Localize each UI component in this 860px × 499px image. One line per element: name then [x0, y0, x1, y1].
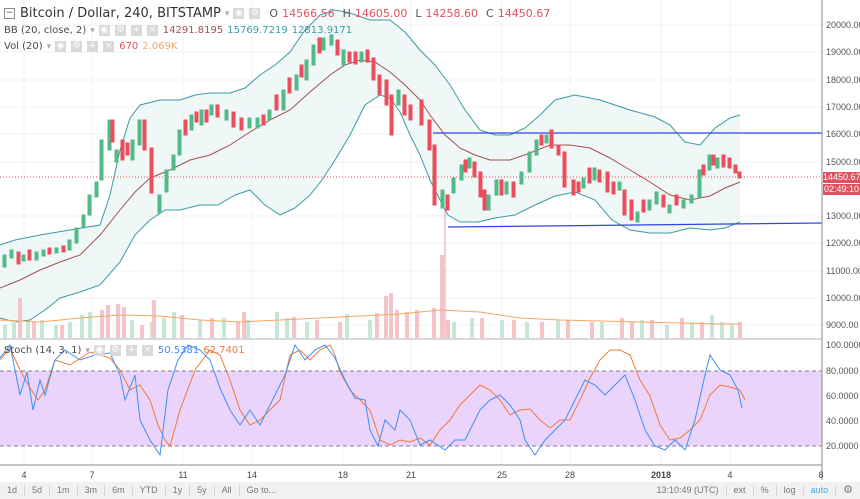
- low-value: 14258.60: [425, 7, 479, 20]
- range-all-button[interactable]: All: [215, 485, 240, 496]
- plus-icon[interactable]: +: [87, 41, 99, 52]
- gear-icon[interactable]: ⚙: [71, 41, 83, 52]
- stoch-k-line: [0, 343, 743, 457]
- close-icon[interactable]: ×: [103, 41, 115, 52]
- range-1m-button[interactable]: 1m: [50, 485, 78, 496]
- auto-toggle[interactable]: auto: [802, 485, 836, 496]
- gear-icon[interactable]: ⚙: [249, 8, 261, 19]
- range-ytd-button[interactable]: YTD: [133, 485, 166, 496]
- chevron-down-icon[interactable]: ▾: [85, 345, 90, 356]
- bb-label[interactable]: BB (20, close, 2): [4, 25, 87, 36]
- range-3m-button[interactable]: 3m: [78, 485, 106, 496]
- current-price-tag: 14450.67: [823, 172, 860, 183]
- chevron-down-icon[interactable]: ▾: [46, 41, 52, 52]
- range-5y-button[interactable]: 5y: [190, 485, 215, 496]
- bollinger-lower-line: [0, 94, 741, 323]
- vol-ma-value: 2.069K: [142, 41, 178, 52]
- settings-gear-icon[interactable]: ⚙: [835, 485, 860, 496]
- chevron-down-icon[interactable]: ▾: [90, 25, 95, 36]
- close-icon[interactable]: ×: [141, 345, 153, 356]
- stoch-zone: [0, 371, 822, 446]
- bb-legend: BB (20, close, 2) ▾ ◉ ⚙ + × 14291.8195 1576…: [4, 25, 352, 36]
- bollinger-basis-line: [0, 59, 741, 289]
- gear-icon[interactable]: ⚙: [114, 25, 126, 36]
- vol-label[interactable]: Vol (20): [4, 41, 43, 52]
- range-1y-button[interactable]: 1y: [166, 485, 191, 496]
- log-toggle[interactable]: log: [775, 485, 803, 496]
- open-value: 14566.56: [282, 7, 335, 20]
- bollinger-band-fill: [0, 10, 740, 322]
- bb-upper-value: 15769.7219: [227, 25, 288, 36]
- collapse-icon[interactable]: −: [4, 8, 15, 19]
- stoch-legend: Stoch (14, 3, 1) ▾ ◉ ⚙ + × 50.5381 62.7401: [4, 345, 245, 356]
- volume-ma-line: [0, 309, 740, 325]
- chevron-down-icon[interactable]: ▾: [224, 8, 230, 19]
- ext-toggle[interactable]: ext: [725, 485, 753, 496]
- eye-icon[interactable]: ◉: [98, 25, 110, 36]
- close-value: 14450.67: [497, 7, 551, 20]
- high-value: 14605.00: [354, 7, 408, 20]
- plus-icon[interactable]: +: [130, 25, 142, 36]
- volume-bars: [0, 255, 742, 338]
- symbol-legend: − Bitcoin / Dollar, 240, BITSTAMP ▾ ◉ ⚙ O…: [4, 6, 551, 21]
- stoch-k-value: 50.5381: [157, 345, 200, 356]
- eye-icon[interactable]: ◉: [55, 41, 67, 52]
- candlesticks: [2, 34, 742, 338]
- close-icon[interactable]: ×: [146, 25, 158, 36]
- bottom-toolbar: 1d 5d 1m 3m 6m YTD 1y 5y All Go to... 13…: [0, 482, 860, 499]
- stoch-label[interactable]: Stoch (14, 3, 1): [4, 345, 82, 356]
- symbol-title[interactable]: Bitcoin / Dollar, 240, BITSTAMP: [20, 6, 221, 21]
- eye-icon[interactable]: ◉: [93, 345, 105, 356]
- range-5d-button[interactable]: 5d: [25, 485, 51, 496]
- eye-icon[interactable]: ◉: [233, 8, 245, 19]
- stoch-d-value: 62.7401: [203, 345, 245, 356]
- plus-icon[interactable]: +: [125, 345, 137, 356]
- utc-clock[interactable]: 13:10:49 (UTC): [656, 485, 719, 495]
- range-6m-button[interactable]: 6m: [105, 485, 133, 496]
- vol-value: 670: [119, 41, 139, 52]
- bollinger-upper-line: [0, 9, 741, 246]
- goto-button[interactable]: Go to...: [246, 485, 277, 495]
- bb-lower-value: 12813.9171: [291, 25, 353, 36]
- gear-icon[interactable]: ⚙: [109, 345, 121, 356]
- support-line: [447, 222, 823, 228]
- range-1d-button[interactable]: 1d: [0, 485, 26, 496]
- vol-legend: Vol (20) ▾ ◉ ⚙ + × 670 2.069K: [4, 41, 177, 52]
- percent-toggle[interactable]: %: [752, 485, 776, 496]
- bb-basis-value: 14291.8195: [162, 25, 224, 36]
- bar-countdown-tag: 02:49:10: [823, 184, 860, 195]
